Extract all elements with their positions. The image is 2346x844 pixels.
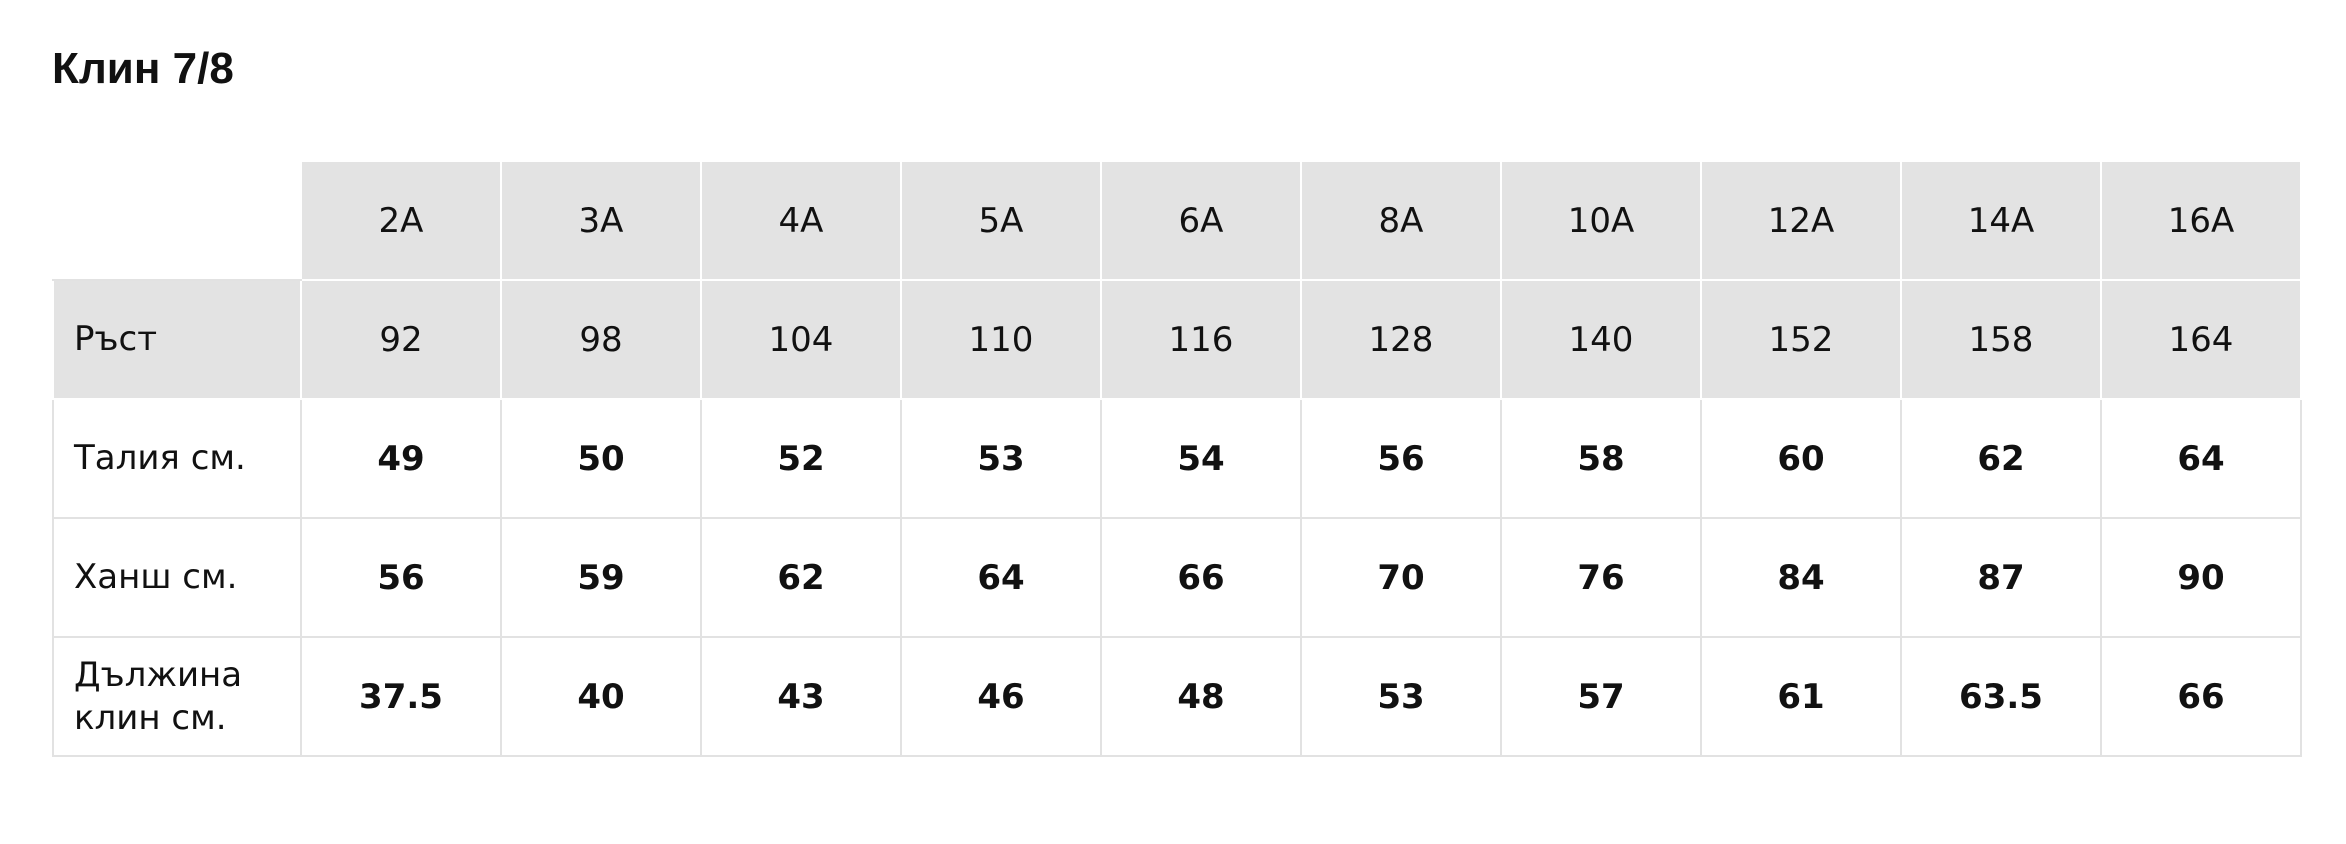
cell: 64 (2100, 398, 2302, 519)
column-header: 8A (1300, 160, 1502, 281)
cell: 37.5 (300, 636, 502, 757)
cell: 40 (500, 636, 702, 757)
row-label: Ръст (52, 279, 302, 400)
cell: 90 (2100, 517, 2302, 638)
column-header: 10A (1500, 160, 1702, 281)
cell: 158 (1900, 279, 2102, 400)
column-header: 6A (1100, 160, 1302, 281)
cell: 63.5 (1900, 636, 2102, 757)
column-header: 4A (700, 160, 902, 281)
title: Клин 7/8 (52, 44, 234, 93)
cell: 164 (2100, 279, 2302, 400)
cell: 84 (1700, 517, 1902, 638)
cell: 66 (1100, 517, 1302, 638)
cell: 53 (900, 398, 1102, 519)
cell: 116 (1100, 279, 1302, 400)
cell: 152 (1700, 279, 1902, 400)
cell: 54 (1100, 398, 1302, 519)
table-row: Талия см. 49 50 52 53 54 56 58 60 62 64 (52, 398, 2302, 519)
header-row: 2A 3A 4A 5A 6A 8A 10A 12A 14A 16A (53, 160, 2302, 281)
cell: 48 (1100, 636, 1302, 757)
cell: 56 (1300, 398, 1502, 519)
column-header: 12A (1700, 160, 1902, 281)
cell: 64 (900, 517, 1102, 638)
table-row: Ханш см. 56 59 62 64 66 70 76 84 87 90 (52, 517, 2302, 638)
column-header: 3A (500, 160, 702, 281)
cell: 76 (1500, 517, 1702, 638)
cell: 58 (1500, 398, 1702, 519)
cell: 57 (1500, 636, 1702, 757)
cell: 53 (1300, 636, 1502, 757)
cell: 98 (500, 279, 702, 400)
column-header: 5A (900, 160, 1102, 281)
cell: 46 (900, 636, 1102, 757)
table-row: Ръст 92 98 104 110 116 128 140 152 158 164 (52, 279, 2302, 400)
cell: 110 (900, 279, 1102, 400)
column-header: 14A (1900, 160, 2102, 281)
column-header: 16A (2100, 160, 2302, 281)
cell: 70 (1300, 517, 1502, 638)
cell: 66 (2100, 636, 2302, 757)
cell: 62 (700, 517, 902, 638)
cell: 92 (300, 279, 502, 400)
cell: 140 (1500, 279, 1702, 400)
cell: 59 (500, 517, 702, 638)
cell: 128 (1300, 279, 1502, 400)
cell: 56 (300, 517, 502, 638)
size-table: 2A 3A 4A 5A 6A 8A 10A 12A 14A 16A Ръст 92 98 104 110 1… (52, 160, 2302, 757)
corner-cell (53, 161, 301, 281)
row-label: Талия см. (52, 398, 302, 519)
cell: 104 (700, 279, 902, 400)
row-label: Дължина клин см. (52, 636, 302, 757)
cell: 60 (1700, 398, 1902, 519)
cell: 50 (500, 398, 702, 519)
cell: 61 (1700, 636, 1902, 757)
row-label: Ханш см. (52, 517, 302, 638)
cell: 62 (1900, 398, 2102, 519)
cell: 52 (700, 398, 902, 519)
cell: 43 (700, 636, 902, 757)
table-row: Дължина клин см. 37.5 40 43 46 48 53 57 61 63.5 66 (52, 636, 2302, 757)
cell: 49 (300, 398, 502, 519)
column-header: 2A (300, 160, 502, 281)
cell: 87 (1900, 517, 2102, 638)
